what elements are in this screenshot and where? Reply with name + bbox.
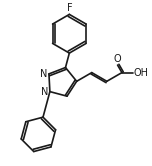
Text: N: N: [41, 87, 48, 97]
Text: N: N: [40, 69, 47, 79]
Text: O: O: [113, 54, 121, 64]
Text: OH: OH: [133, 68, 148, 78]
Text: F: F: [67, 3, 72, 13]
